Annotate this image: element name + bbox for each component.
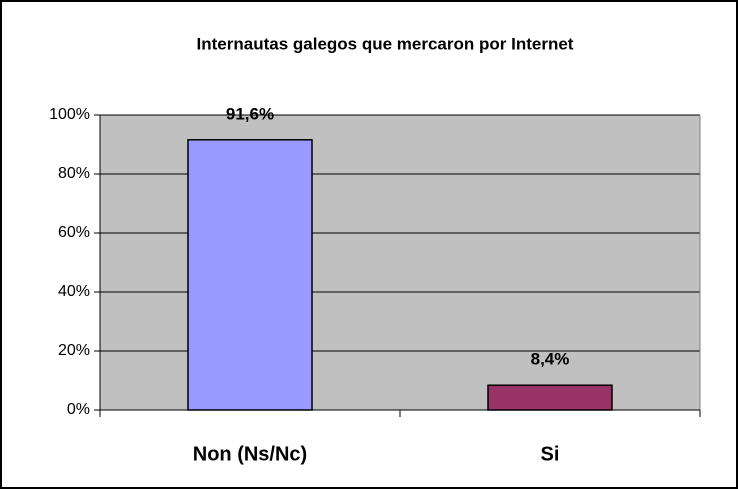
data-label: 8,4% [531, 350, 570, 369]
y-tick-label: 100% [49, 106, 90, 123]
x-tick-label: Si [541, 443, 560, 465]
x-tick-label: Non (Ns/Nc) [193, 443, 307, 465]
y-tick-label: 40% [58, 283, 90, 300]
y-tick-label: 0% [67, 401, 90, 418]
chart-title: Internautas galegos que mercaron por Int… [197, 34, 574, 53]
data-label: 91,6% [226, 104, 274, 123]
y-tick-label: 20% [58, 342, 90, 359]
bar [487, 384, 613, 411]
y-tick-label: 60% [58, 224, 90, 241]
y-tick-label: 80% [58, 165, 90, 182]
bar [187, 139, 313, 411]
